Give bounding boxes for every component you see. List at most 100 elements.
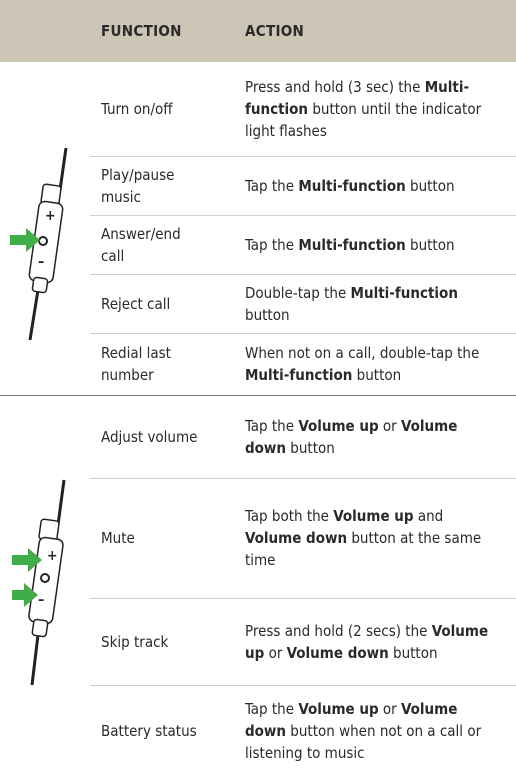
action-cell: When not on a call, double-tap the Multi… bbox=[245, 333, 503, 395]
action-text: Tap both the Volume up and Volume down b… bbox=[245, 505, 503, 571]
function-text: Turn on/off bbox=[101, 98, 173, 120]
action-span: and bbox=[413, 507, 444, 525]
function-cell: Play/pause music bbox=[101, 156, 231, 215]
action-bold: Volume down bbox=[245, 529, 348, 547]
row-separator bbox=[90, 274, 516, 275]
action-cell: Tap the Volume up or Volume down button … bbox=[245, 685, 503, 776]
action-bold: Multi-function bbox=[245, 78, 470, 118]
function-line: music bbox=[101, 187, 141, 206]
function-line: Battery status bbox=[101, 721, 197, 740]
function-cell: Reject call bbox=[101, 274, 231, 333]
function-line: Adjust volume bbox=[101, 427, 198, 446]
action-text: Press and hold (2 secs) the Volume up or… bbox=[245, 620, 503, 664]
row-separator bbox=[90, 215, 516, 216]
action-span: button bbox=[245, 305, 290, 324]
action-span: Press and hold (2 secs) the bbox=[245, 621, 432, 640]
svg-text:–: – bbox=[38, 254, 44, 270]
action-text: Tap the Multi-function button bbox=[245, 234, 455, 256]
function-line: call bbox=[101, 246, 125, 265]
function-text: Redial last number bbox=[101, 342, 171, 386]
row-separator bbox=[90, 156, 516, 157]
action-span: Tap the bbox=[245, 416, 299, 435]
function-line: Play/pause bbox=[101, 165, 175, 184]
action-bold: Multi-function bbox=[350, 283, 458, 302]
function-cell: Skip track bbox=[101, 598, 231, 685]
function-text: Mute bbox=[101, 527, 135, 549]
action-span: button bbox=[388, 643, 438, 662]
function-text: Answer/end call bbox=[101, 223, 181, 267]
action-text: Double-tap the Multi-function button bbox=[245, 282, 503, 326]
action-bold: Multi-function bbox=[298, 235, 406, 254]
action-span: button at the same time bbox=[245, 529, 482, 569]
action-span: When not on a call, double-tap the bbox=[245, 344, 480, 362]
action-span: or bbox=[378, 699, 402, 718]
action-bold: Volume up bbox=[298, 699, 379, 718]
row-separator bbox=[90, 598, 516, 599]
action-span: Tap the bbox=[245, 176, 299, 195]
row-separator bbox=[90, 478, 516, 479]
action-span: button bbox=[286, 438, 335, 457]
row-separator bbox=[90, 685, 516, 686]
function-cell: Mute bbox=[101, 478, 231, 598]
action-span: button bbox=[352, 366, 402, 384]
action-bold: Volume down bbox=[245, 416, 458, 457]
svg-text:+: + bbox=[47, 548, 58, 564]
function-line: Skip track bbox=[101, 632, 169, 651]
action-cell: Tap the Multi-function button bbox=[245, 215, 503, 274]
row-separator bbox=[90, 333, 516, 334]
action-span: Double-tap the bbox=[245, 283, 351, 302]
action-span: button when not on a call or listening t… bbox=[245, 721, 482, 762]
action-cell: Tap both the Volume up and Volume down b… bbox=[245, 478, 503, 598]
action-text: Tap the Volume up or Volume down button … bbox=[245, 698, 503, 764]
action-text: When not on a call, double-tap the Multi… bbox=[245, 342, 503, 386]
action-cell: Press and hold (3 sec) the Multi-functio… bbox=[245, 62, 503, 156]
function-line: Mute bbox=[101, 529, 135, 547]
function-line: Answer/end bbox=[101, 224, 181, 243]
action-cell: Tap the Volume up or Volume down button bbox=[245, 395, 503, 478]
action-span: button bbox=[405, 235, 455, 254]
function-cell: Battery status bbox=[101, 685, 231, 776]
function-cell: Answer/end call bbox=[101, 215, 231, 274]
action-text: Tap the Multi-function button bbox=[245, 175, 455, 197]
action-bold: Volume up bbox=[298, 416, 379, 435]
svg-text:+: + bbox=[45, 208, 56, 224]
function-line: Reject call bbox=[101, 294, 171, 313]
header-bar: FUNCTION ACTION bbox=[0, 0, 516, 62]
action-span: Tap the bbox=[245, 699, 299, 718]
remote-icon-volume: + – bbox=[12, 479, 66, 686]
action-bold: Volume down bbox=[286, 643, 389, 662]
group-separator bbox=[0, 395, 516, 396]
function-cell: Redial last number bbox=[101, 333, 231, 395]
function-line: Turn on/off bbox=[101, 100, 173, 118]
action-text: Tap the Volume up or Volume down button bbox=[245, 415, 503, 459]
action-span: button bbox=[405, 176, 455, 195]
action-bold: Volume up bbox=[245, 621, 489, 662]
action-cell: Press and hold (2 secs) the Volume up or… bbox=[245, 598, 503, 685]
action-span: Press and hold (3 sec) the bbox=[245, 78, 425, 96]
function-text: Play/pause music bbox=[101, 164, 174, 208]
function-text: Adjust volume bbox=[101, 426, 197, 448]
action-text: Press and hold (3 sec) the Multi-functio… bbox=[245, 76, 503, 142]
function-text: Skip track bbox=[101, 631, 168, 653]
action-bold: Volume down bbox=[245, 699, 458, 740]
action-span: button until the indicator light flashes bbox=[245, 100, 482, 140]
action-bold: Volume up bbox=[333, 507, 414, 525]
action-span: Tap the bbox=[245, 235, 299, 254]
action-span: or bbox=[264, 643, 287, 662]
header-action: ACTION bbox=[245, 22, 305, 40]
function-line: Redial last bbox=[101, 344, 171, 362]
action-span: or bbox=[378, 416, 402, 435]
action-bold: Multi-function bbox=[245, 366, 353, 384]
remote-icon-multifunction: + – bbox=[10, 147, 68, 341]
action-span: Tap both the bbox=[245, 507, 334, 525]
action-cell: Tap the Multi-function button bbox=[245, 156, 503, 215]
action-cell: Double-tap the Multi-function button bbox=[245, 274, 503, 333]
function-text: Battery status bbox=[101, 720, 197, 742]
header-function: FUNCTION bbox=[101, 22, 182, 40]
svg-text:–: – bbox=[38, 592, 44, 608]
function-cell: Turn on/off bbox=[101, 62, 231, 156]
function-cell: Adjust volume bbox=[101, 395, 231, 478]
function-text: Reject call bbox=[101, 293, 170, 315]
function-line: number bbox=[101, 366, 154, 384]
